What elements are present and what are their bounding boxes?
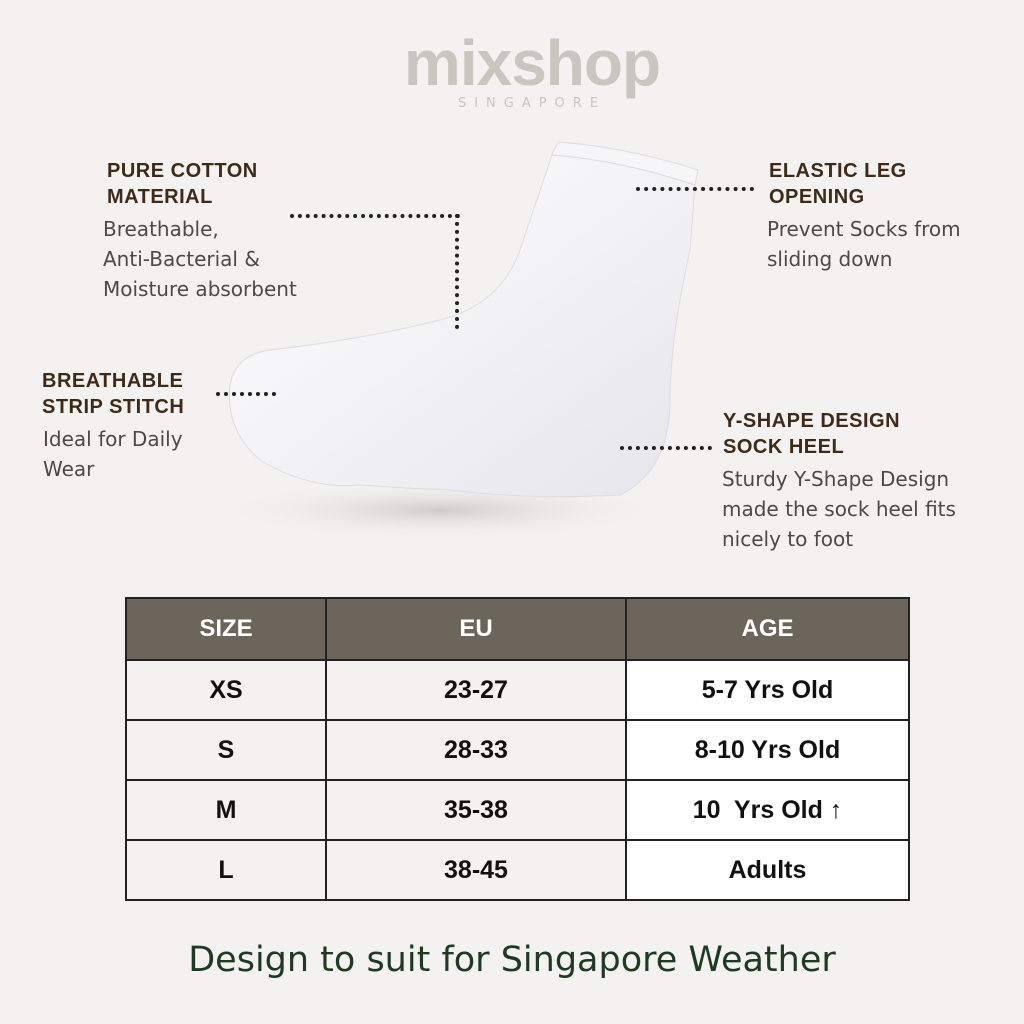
feature-pure-cotton: PURE COTTON MATERIAL Breathable, Anti-Bact… [103, 158, 297, 304]
feature-desc: Moisture absorbent [103, 277, 297, 301]
feature-title: PURE COTTON [107, 160, 258, 182]
table-row: L 38-45 Adults [125, 839, 910, 901]
feature-desc: Prevent Socks from [767, 217, 961, 241]
leader-line [290, 214, 460, 218]
leader-line [216, 392, 276, 396]
table-row: M 35-38 10 Yrs Old ↑ [125, 779, 910, 841]
header-size: SIZE [125, 597, 327, 661]
table-header: SIZE EU AGE [125, 597, 910, 661]
eu-cell: 38-45 [325, 839, 627, 901]
feature-desc: Sturdy Y-Shape Design [722, 467, 950, 491]
feature-title: ELASTIC LEG [769, 160, 907, 182]
feature-title: BREATHABLE [42, 370, 184, 392]
age-cell: Adults [625, 839, 910, 901]
leader-line [620, 446, 712, 450]
logo-sub: SINGAPORE [457, 96, 607, 111]
feature-strip-stitch: BREATHABLE STRIP STITCH Ideal for Daily We… [42, 368, 184, 484]
size-table: SIZE EU AGE XS 23-27 5-7 Yrs Old S 28-33 8-1… [125, 597, 910, 901]
feature-desc: sliding down [767, 247, 893, 271]
feature-title: MATERIAL [107, 186, 213, 208]
sock-image [210, 141, 699, 540]
feature-desc: Anti-Bacterial & [103, 247, 260, 271]
feature-title: OPENING [769, 186, 865, 208]
feature-desc: made the sock heel fits [722, 497, 956, 521]
size-cell: L [125, 839, 327, 901]
feature-y-heel: Y-SHAPE DESIGN SOCK HEEL Sturdy Y-Shape D… [722, 408, 956, 554]
leader-line [636, 187, 754, 191]
leader-line [455, 214, 459, 329]
header-eu: EU [325, 597, 627, 661]
age-cell: 8-10 Yrs Old [625, 719, 910, 781]
feature-title: SOCK HEEL [723, 436, 845, 458]
logo-brand: mixshop [403, 27, 661, 99]
table-row: XS 23-27 5-7 Yrs Old [125, 659, 910, 721]
age-cell: 5-7 Yrs Old [625, 659, 910, 721]
feature-desc: nicely to foot [722, 527, 854, 551]
feature-desc: Breathable, [103, 217, 219, 241]
brand-logo: mixshop SINGAPORE [0, 28, 1024, 111]
feature-desc: Ideal for Daily [43, 427, 183, 451]
feature-desc: Wear [43, 457, 95, 481]
eu-cell: 28-33 [325, 719, 627, 781]
eu-cell: 35-38 [325, 779, 627, 841]
feature-title: STRIP STITCH [42, 396, 185, 418]
size-cell: XS [125, 659, 327, 721]
size-cell: S [125, 719, 327, 781]
feature-elastic-leg: ELASTIC LEG OPENING Prevent Socks from sli… [767, 158, 961, 274]
size-cell: M [125, 779, 327, 841]
eu-cell: 23-27 [325, 659, 627, 721]
table-row: S 28-33 8-10 Yrs Old [125, 719, 910, 781]
tagline: Design to suit for Singapore Weather [188, 940, 836, 980]
age-cell: 10 Yrs Old ↑ [625, 779, 910, 841]
feature-title: Y-SHAPE DESIGN [723, 410, 901, 432]
header-age: AGE [625, 597, 910, 661]
